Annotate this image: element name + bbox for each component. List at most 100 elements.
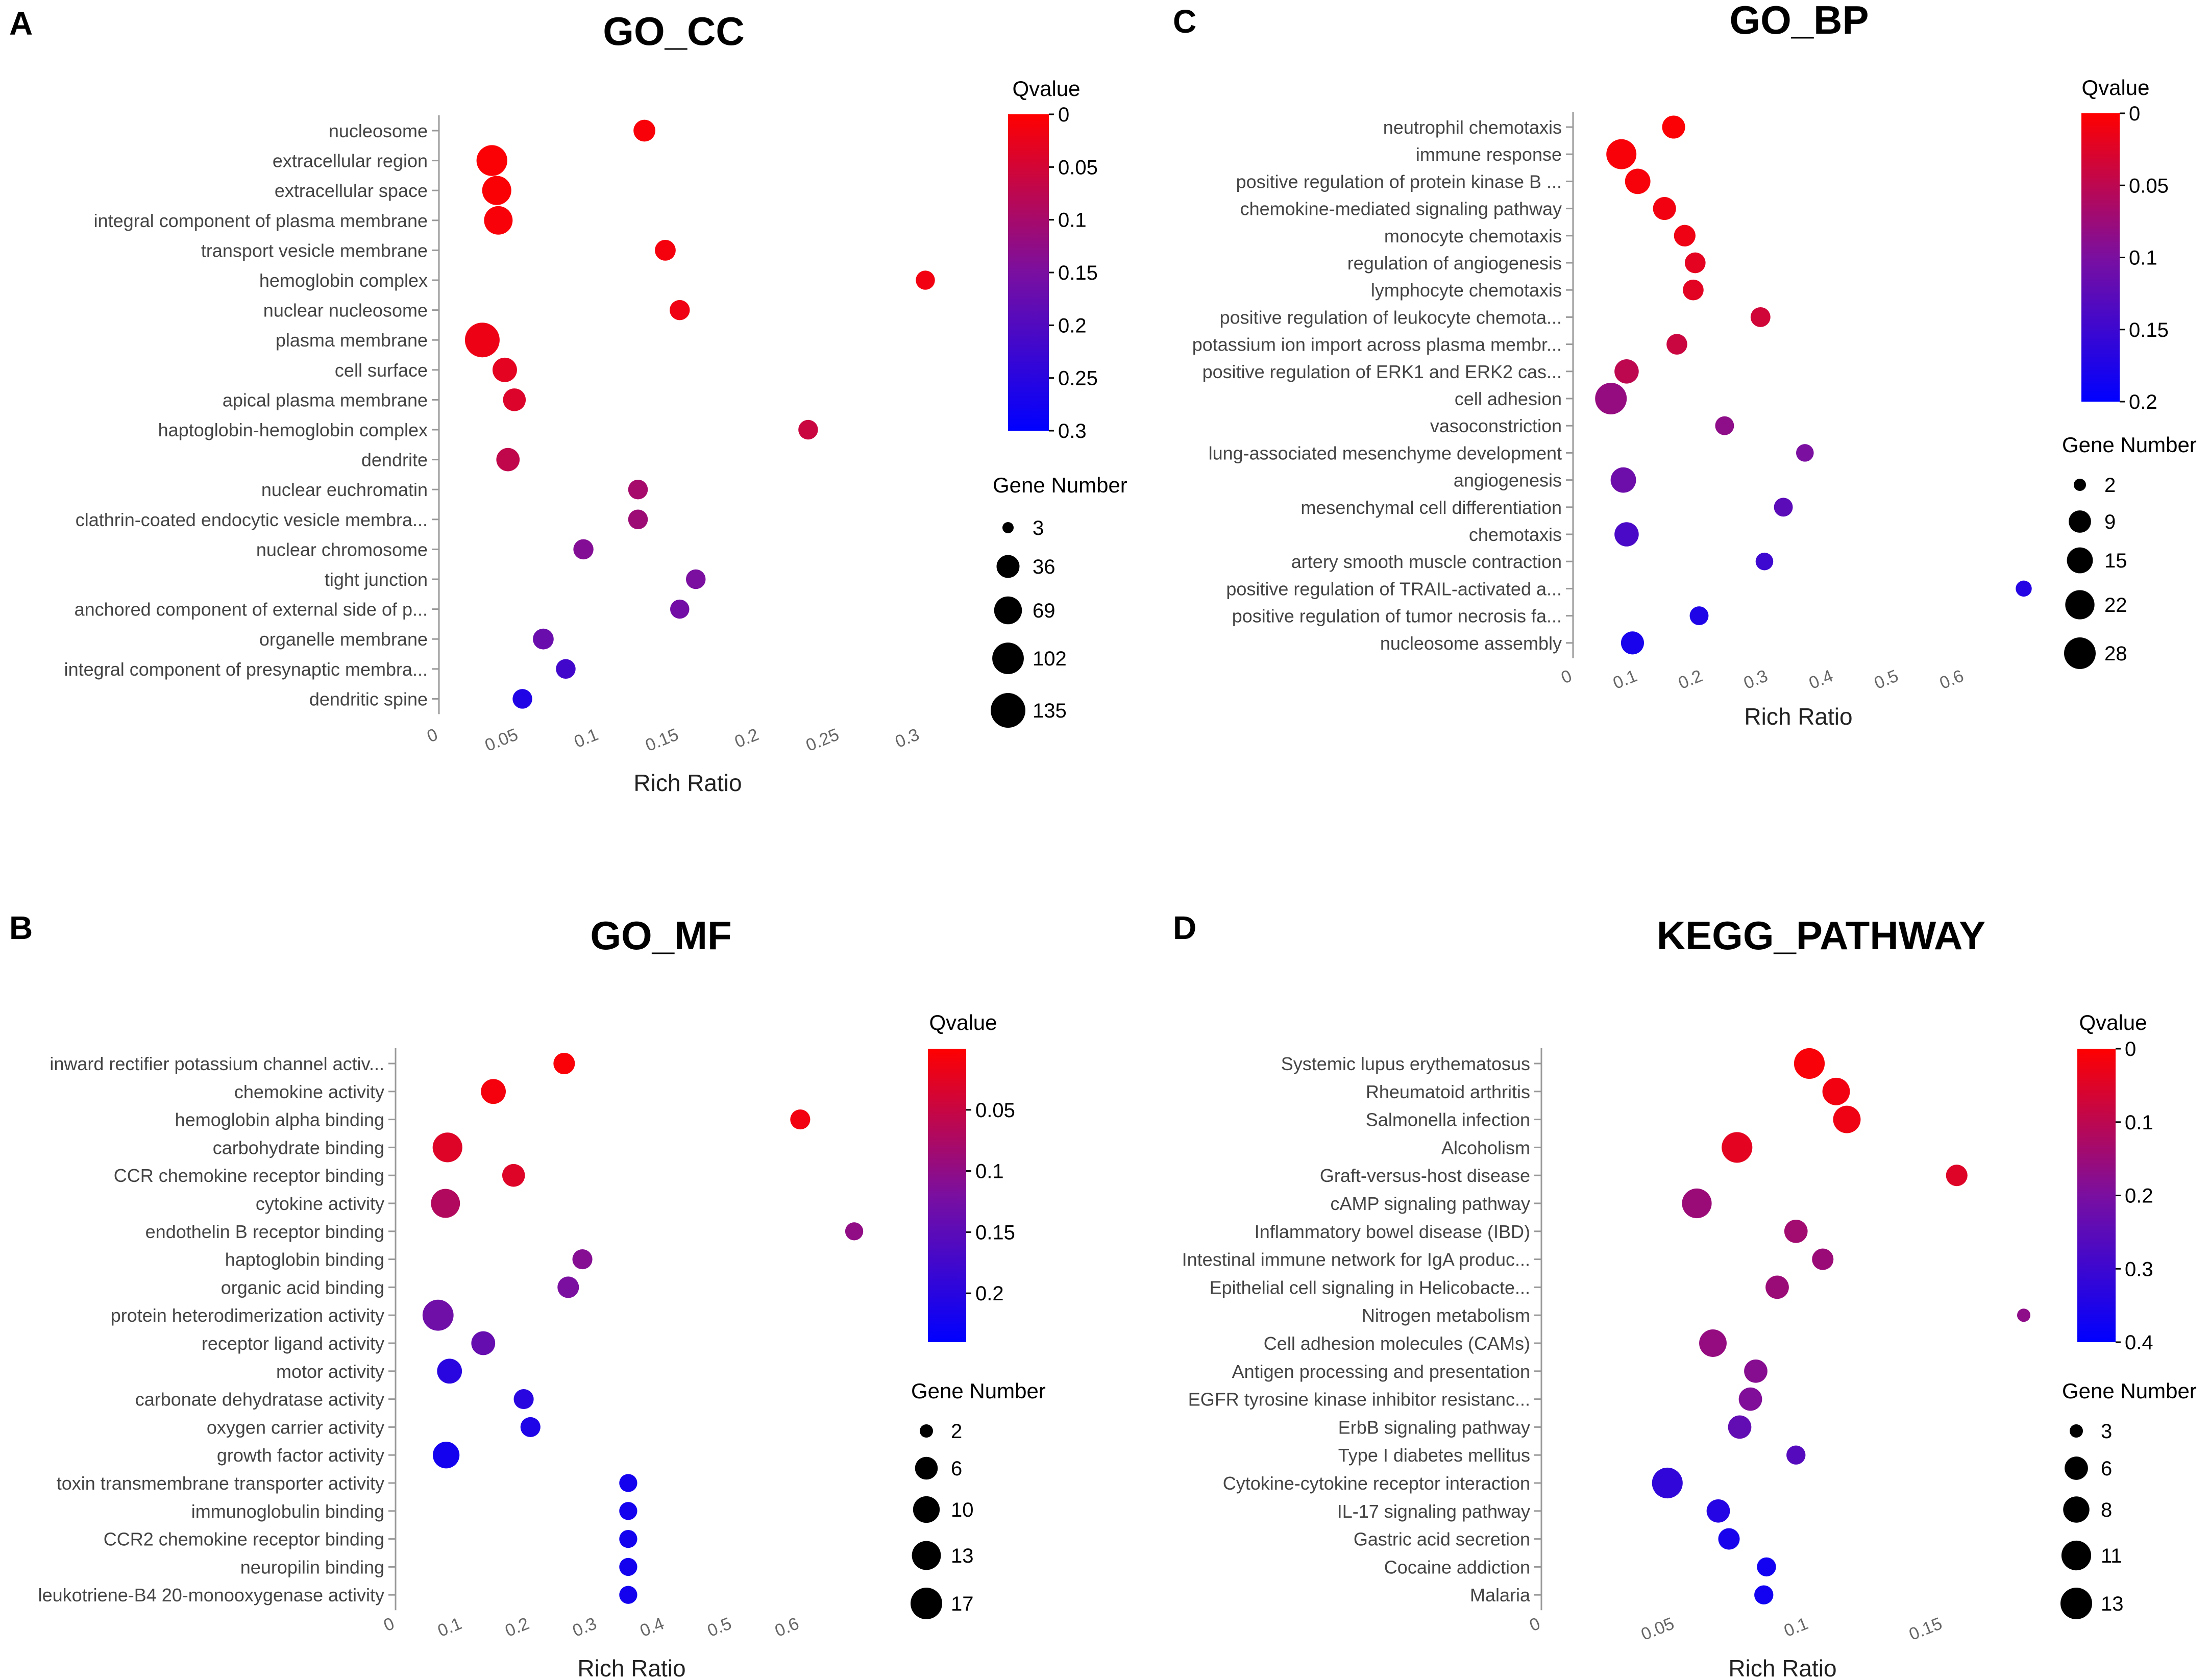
y-tick-label: monocyte chemotaxis [1384, 226, 1562, 246]
gene-number-legend-dot [913, 1496, 940, 1523]
gene-number-legend-dot [2070, 1424, 2083, 1438]
y-tick-label: Systemic lupus erythematosus [1281, 1053, 1530, 1074]
y-tick-label: artery smooth muscle contraction [1291, 551, 1562, 572]
data-point [512, 689, 532, 709]
gene-number-legend-label: 2 [951, 1420, 962, 1443]
data-point [557, 1276, 579, 1298]
gene-number-legend-label: 28 [2104, 643, 2127, 665]
x-tick-label: 0.05 [482, 725, 521, 755]
qvalue-tick-label: 0.15 [1058, 262, 1098, 284]
gene-number-legend-title: Gene Number [993, 473, 1127, 497]
y-tick-label: integral component of plasma membrane [94, 210, 428, 231]
y-tick-label: organic acid binding [221, 1277, 384, 1298]
data-point [1706, 1499, 1730, 1523]
data-point [533, 628, 554, 650]
panel-letter: D [1173, 909, 1196, 946]
gene-number-legend-label: 9 [2104, 511, 2116, 533]
y-tick-label: chemokine-mediated signaling pathway [1240, 199, 1562, 219]
data-point [1750, 307, 1771, 327]
qvalue-tick-label: 0.3 [2125, 1258, 2153, 1280]
chart-title: GO_BP [1729, 0, 1869, 42]
x-tick-label: 0.3 [892, 725, 922, 752]
x-tick-label: 0.5 [705, 1614, 734, 1641]
gene-number-legend-title: Gene Number [911, 1379, 1046, 1403]
panel-a: A GO_CC nucleosome extracellular region extr… [9, 5, 1127, 796]
gene-number-legend-label: 13 [2101, 1593, 2124, 1615]
x-tick-label: 0 [1558, 666, 1575, 687]
x-tick-label: 0.1 [1610, 666, 1640, 693]
data-point [628, 479, 648, 500]
y-tick-label: tight junction [325, 569, 428, 590]
data-point [1794, 1048, 1825, 1079]
gene-number-legend-label: 3 [1033, 517, 1044, 539]
qvalue-colorbar [928, 1049, 966, 1342]
x-tick-label: 0.2 [502, 1614, 532, 1641]
panel-d: D KEGG_PATHWAY Systemic lupus erythematosu… [1173, 909, 2197, 1680]
y-tick-label: apical plasma membrane [223, 389, 428, 410]
data-point [1754, 1585, 1774, 1604]
data-point [1653, 197, 1676, 220]
x-tick-label: 0.15 [643, 725, 681, 755]
data-point [619, 1558, 637, 1576]
y-tick-label: carbohydrate binding [213, 1137, 384, 1158]
y-tick-label: leukotriene-B4 20-monooxygenase activity [38, 1585, 384, 1605]
x-tick-label: 0.4 [637, 1614, 667, 1641]
y-tick-label: lymphocyte chemotaxis [1371, 280, 1562, 301]
data-point [484, 206, 513, 235]
gene-number-legend-title: Gene Number [2062, 1379, 2197, 1403]
y-tick-label: motor activity [276, 1361, 384, 1382]
y-tick-label: ErbB signaling pathway [1338, 1417, 1530, 1438]
data-point [1718, 1528, 1740, 1550]
qvalue-tick-label: 0.2 [2125, 1185, 2153, 1207]
data-point [1744, 1359, 1768, 1383]
data-point [1674, 225, 1696, 246]
y-tick-label: Antigen processing and presentation [1232, 1361, 1530, 1382]
y-tick-label: Type I diabetes mellitus [1338, 1445, 1530, 1466]
data-point [1722, 1132, 1753, 1163]
y-tick-label: hemoglobin alpha binding [175, 1109, 384, 1130]
y-tick-label: mesenchymal cell differentiation [1300, 497, 1562, 518]
y-tick-label: Gastric acid secretion [1354, 1529, 1530, 1550]
x-tick-label: 0.5 [1872, 666, 1901, 693]
y-tick-label: anchored component of external side of p… [75, 599, 428, 620]
y-tick-label: cAMP signaling pathway [1330, 1193, 1530, 1214]
data-point [655, 240, 676, 261]
y-tick-label: Alcoholism [1441, 1137, 1530, 1158]
y-tick-label: toxin transmembrane transporter activity [57, 1473, 384, 1494]
data-point [1614, 522, 1639, 547]
gene-number-legend-label: 6 [951, 1457, 962, 1480]
y-tick-label: nuclear nucleosome [263, 300, 428, 321]
x-axis-label: Rich Ratio [633, 770, 742, 796]
data-point [619, 1474, 637, 1492]
data-point [1765, 1275, 1789, 1299]
x-axis-label: Rich Ratio [1744, 703, 1852, 730]
gene-number-legend-dot [1002, 522, 1014, 533]
data-point [628, 509, 648, 530]
data-point [503, 388, 526, 411]
data-point [431, 1189, 460, 1218]
y-tick-label: cytokine activity [256, 1193, 384, 1214]
qvalue-tick-label: 0.1 [2125, 1111, 2153, 1134]
x-tick-label: 0 [1527, 1614, 1543, 1635]
data-point [1784, 1219, 1808, 1243]
qvalue-tick-label: 0 [2125, 1038, 2136, 1060]
data-point [422, 1299, 454, 1331]
qvalue-colorbar [1008, 114, 1049, 431]
data-point [2016, 580, 2032, 597]
panel-letter: C [1173, 3, 1196, 40]
x-tick-label: 0.3 [570, 1614, 599, 1641]
gene-number-legend-label: 11 [2101, 1545, 2122, 1567]
data-point [1614, 359, 1639, 384]
y-tick-label: chemotaxis [1469, 524, 1562, 545]
y-tick-label: Nitrogen metabolism [1362, 1305, 1530, 1326]
y-tick-label: Intestinal immune network for IgA produc… [1182, 1249, 1530, 1270]
gene-number-legend-dot [2074, 479, 2086, 491]
data-point [513, 1389, 534, 1410]
data-point [845, 1222, 864, 1241]
y-tick-label: immunoglobulin binding [191, 1501, 384, 1522]
data-point [619, 1586, 637, 1604]
y-tick-label: vasoconstriction [1430, 415, 1562, 436]
data-point [553, 1052, 575, 1075]
qvalue-tick-label: 0 [2129, 103, 2140, 125]
